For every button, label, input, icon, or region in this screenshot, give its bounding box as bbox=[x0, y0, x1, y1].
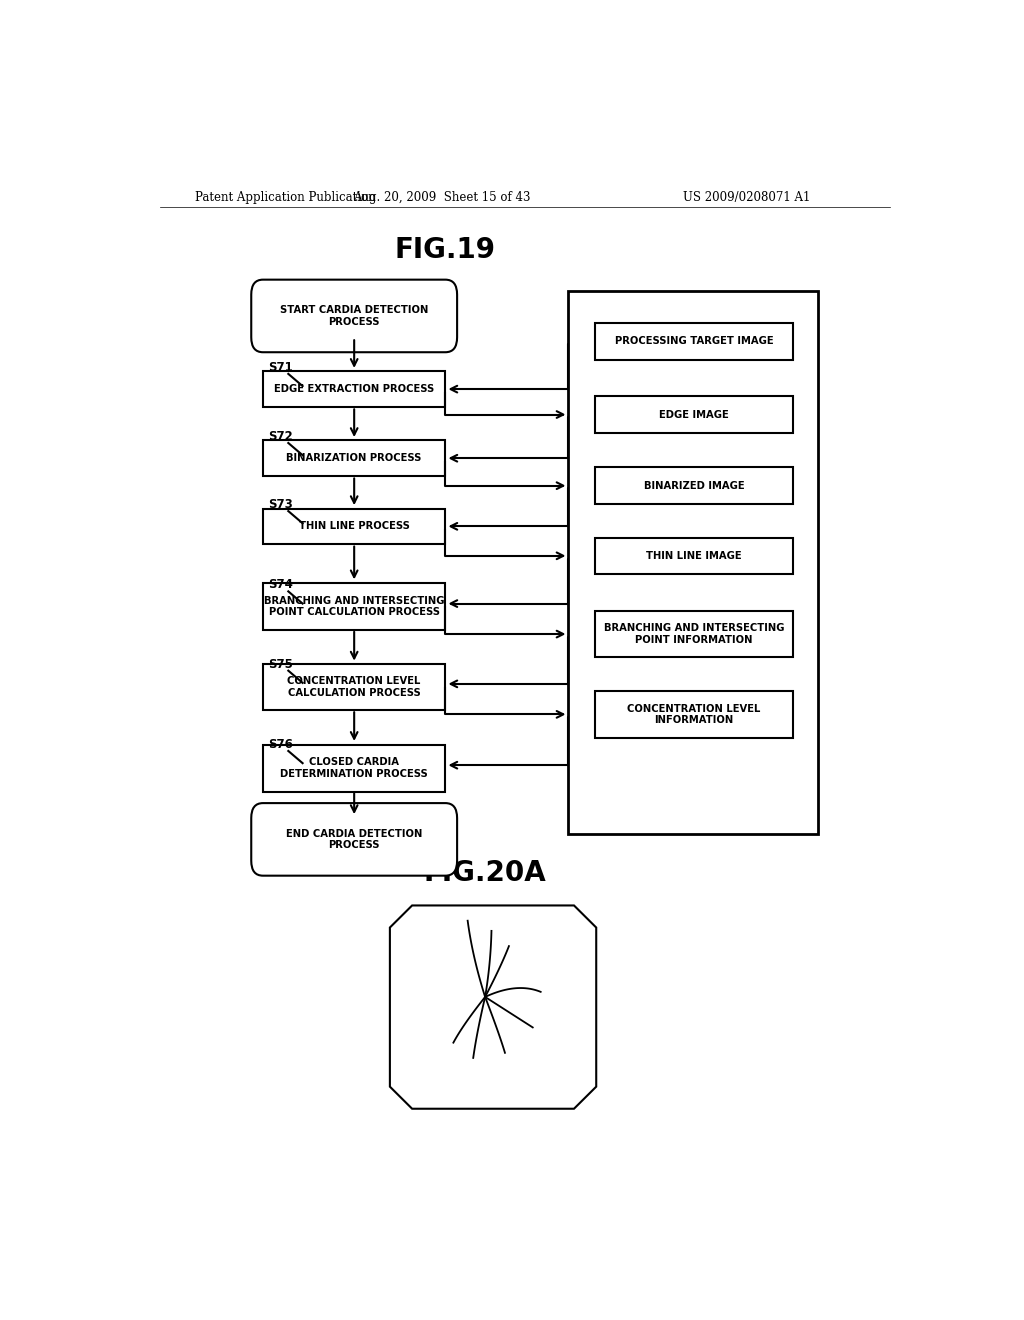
Text: S76: S76 bbox=[268, 738, 293, 751]
Text: S75: S75 bbox=[268, 657, 293, 671]
Text: S71: S71 bbox=[268, 360, 293, 374]
Text: FIG.20A: FIG.20A bbox=[424, 859, 547, 887]
Text: BRANCHING AND INTERSECTING
POINT CALCULATION PROCESS: BRANCHING AND INTERSECTING POINT CALCULA… bbox=[264, 595, 444, 618]
Text: PROCESSING TARGET IMAGE: PROCESSING TARGET IMAGE bbox=[614, 337, 773, 346]
Text: BINARIZATION PROCESS: BINARIZATION PROCESS bbox=[287, 453, 422, 463]
Bar bbox=[595, 467, 793, 504]
Text: S73: S73 bbox=[268, 498, 293, 511]
Bar bbox=[263, 583, 445, 630]
Bar bbox=[263, 664, 445, 710]
Text: END CARDIA DETECTION
PROCESS: END CARDIA DETECTION PROCESS bbox=[286, 829, 422, 850]
Text: CLOSED CARDIA
DETERMINATION PROCESS: CLOSED CARDIA DETERMINATION PROCESS bbox=[281, 758, 428, 779]
Bar bbox=[263, 441, 445, 477]
Bar bbox=[263, 371, 445, 407]
Text: BRANCHING AND INTERSECTING
POINT INFORMATION: BRANCHING AND INTERSECTING POINT INFORMA… bbox=[603, 623, 784, 645]
Text: S74: S74 bbox=[268, 578, 293, 591]
Text: CONCENTRATION LEVEL
CALCULATION PROCESS: CONCENTRATION LEVEL CALCULATION PROCESS bbox=[288, 676, 421, 698]
Polygon shape bbox=[390, 906, 596, 1109]
Text: THIN LINE IMAGE: THIN LINE IMAGE bbox=[646, 550, 741, 561]
Bar bbox=[263, 508, 445, 544]
Text: EDGE IMAGE: EDGE IMAGE bbox=[659, 409, 729, 420]
Text: CONCENTRATION LEVEL
INFORMATION: CONCENTRATION LEVEL INFORMATION bbox=[627, 704, 761, 725]
Text: FIG.19: FIG.19 bbox=[395, 236, 496, 264]
Text: Aug. 20, 2009  Sheet 15 of 43: Aug. 20, 2009 Sheet 15 of 43 bbox=[352, 190, 530, 203]
Text: THIN LINE PROCESS: THIN LINE PROCESS bbox=[299, 521, 410, 532]
Text: START CARDIA DETECTION
PROCESS: START CARDIA DETECTION PROCESS bbox=[280, 305, 428, 327]
Bar bbox=[595, 537, 793, 574]
Text: EDGE EXTRACTION PROCESS: EDGE EXTRACTION PROCESS bbox=[274, 384, 434, 395]
Bar bbox=[263, 744, 445, 792]
FancyBboxPatch shape bbox=[251, 803, 457, 875]
Bar bbox=[568, 290, 818, 834]
Text: US 2009/0208071 A1: US 2009/0208071 A1 bbox=[683, 190, 811, 203]
Text: S72: S72 bbox=[268, 430, 293, 444]
FancyBboxPatch shape bbox=[251, 280, 457, 352]
Bar bbox=[595, 396, 793, 433]
Bar bbox=[595, 323, 793, 359]
Bar bbox=[595, 690, 793, 738]
Bar bbox=[595, 611, 793, 657]
Text: BINARIZED IMAGE: BINARIZED IMAGE bbox=[643, 480, 744, 491]
Text: Patent Application Publication: Patent Application Publication bbox=[196, 190, 376, 203]
